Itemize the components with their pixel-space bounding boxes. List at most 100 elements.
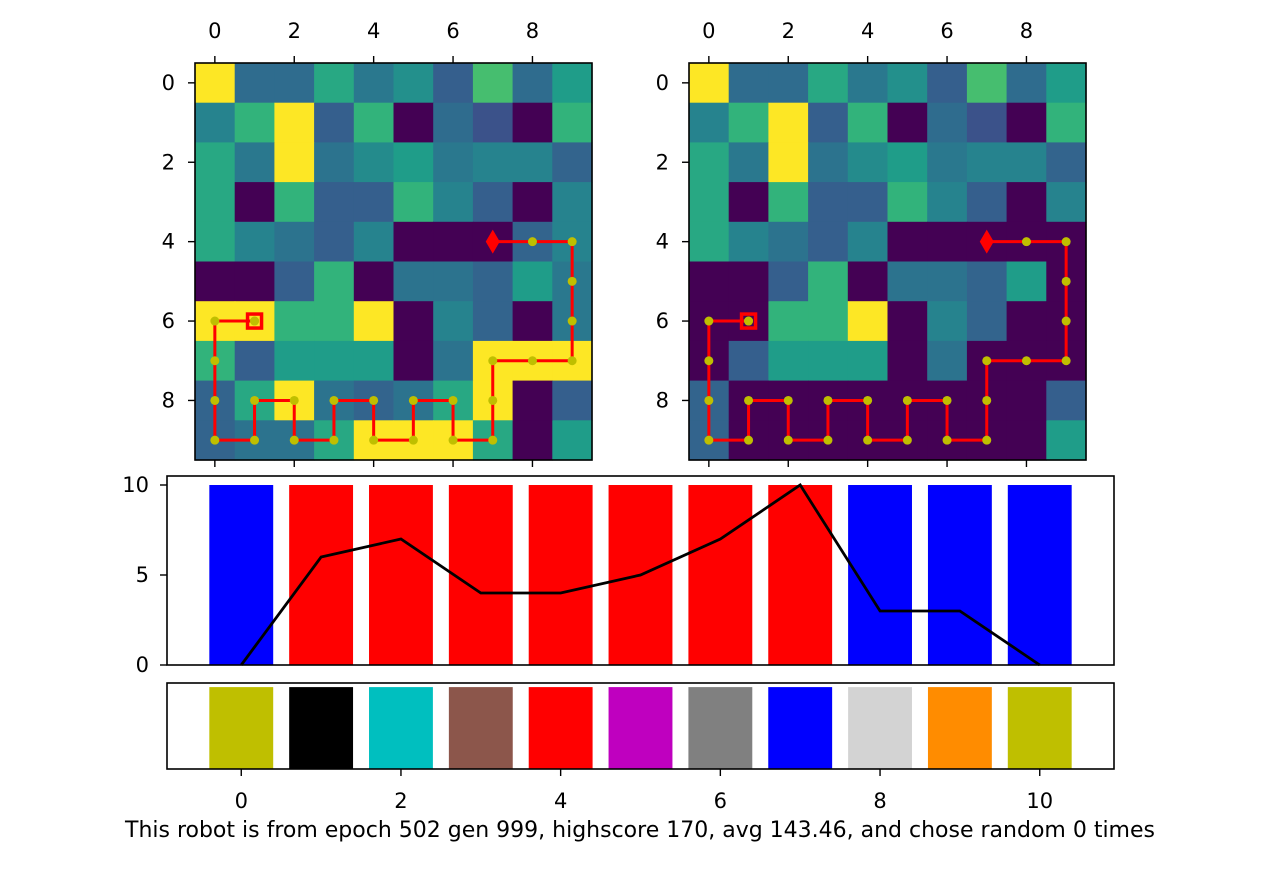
end-point — [744, 316, 754, 326]
bar — [608, 687, 673, 769]
heatmap-cell — [393, 301, 434, 342]
heatmap-cell — [195, 102, 236, 143]
heatmap-cell — [728, 63, 769, 104]
path-point — [527, 237, 537, 247]
x-tick-label: 2 — [288, 19, 301, 43]
path-point — [250, 395, 260, 405]
heatmap-cell — [1046, 182, 1087, 223]
path-point — [369, 435, 379, 445]
heatmap-cell — [393, 102, 434, 143]
bar — [209, 687, 274, 769]
heatmap-cell — [472, 142, 514, 183]
heatmap-cell — [234, 182, 275, 223]
heatmap-cell — [966, 142, 1008, 183]
path-point — [704, 395, 714, 405]
heatmap-cell — [808, 182, 849, 223]
x-tick-label: 8 — [873, 789, 886, 813]
path-point — [704, 435, 714, 445]
path-point — [567, 237, 577, 247]
heatmap-cell — [847, 63, 889, 104]
heatmap-cell — [927, 142, 968, 183]
path-point — [1061, 316, 1071, 326]
heatmap-cell — [808, 221, 849, 263]
bar — [289, 687, 354, 769]
heatmap-cell — [847, 221, 889, 263]
heatmap-cell — [887, 102, 928, 143]
heatmap-cell — [887, 221, 928, 263]
path-point — [369, 395, 379, 405]
path-point — [902, 395, 912, 405]
bar — [528, 687, 593, 769]
path-point — [942, 395, 952, 405]
heatmap-cell — [472, 102, 514, 143]
heatmap-cell — [728, 261, 769, 302]
heatmap-cell — [728, 102, 769, 143]
heatmap-cell — [274, 142, 315, 183]
heatmap-cell — [552, 420, 593, 461]
x-tick-label: 2 — [782, 19, 795, 43]
heatmap-cell — [689, 63, 730, 104]
heatmap-cell — [314, 182, 355, 223]
heatmap-cell — [728, 340, 769, 382]
heatmap-cell — [808, 142, 849, 183]
heatmap-cell — [512, 301, 553, 342]
end-marker — [739, 312, 758, 330]
x-tick-label: 8 — [1020, 19, 1033, 43]
bar — [369, 485, 433, 665]
heatmap-cell — [1006, 420, 1047, 461]
heatmap-cell — [433, 182, 474, 223]
heatmap-cell — [472, 63, 514, 104]
heatmap-cell — [512, 102, 553, 143]
path-point — [823, 435, 833, 445]
x-tick-label: 0 — [208, 19, 221, 43]
heatmap-cell — [768, 340, 809, 382]
path-point — [289, 435, 299, 445]
heatmap-cell — [472, 301, 514, 342]
figure-caption: This robot is from epoch 502 gen 999, hi… — [125, 818, 1155, 843]
path-point — [1061, 276, 1071, 286]
path-point — [488, 435, 498, 445]
bar — [768, 687, 833, 769]
bar — [768, 485, 833, 665]
x-tick-label: 6 — [714, 789, 727, 813]
axes-frame — [166, 682, 1115, 770]
start-marker — [979, 229, 994, 254]
heatmap-cell — [234, 340, 275, 382]
x-tick-label: 4 — [554, 789, 567, 813]
heatmap-cell — [512, 182, 553, 223]
y-tick-label: 0 — [656, 71, 669, 95]
heatmap-cell — [847, 142, 889, 183]
heatmap-cell — [1006, 102, 1047, 143]
heatmap-cell — [274, 340, 315, 382]
heatmap-cell — [1006, 142, 1047, 183]
bar — [209, 485, 274, 665]
bar — [1007, 687, 1072, 769]
heatmap-cell — [966, 261, 1008, 302]
end-point — [250, 316, 260, 326]
y-tick-label: 4 — [656, 230, 669, 254]
path-point — [567, 316, 577, 326]
path-point — [783, 435, 793, 445]
heatmap-cell — [927, 63, 968, 104]
y-tick-label: 2 — [656, 150, 669, 174]
path-point — [863, 395, 873, 405]
path-point — [982, 395, 992, 405]
path-point — [982, 356, 992, 366]
heatmap-cell — [927, 102, 968, 143]
bar — [448, 687, 513, 769]
heatmap-cell — [1046, 102, 1087, 143]
y-tick-label: 4 — [162, 230, 175, 254]
heatmap-cell — [274, 182, 315, 223]
heatmap-cell — [353, 182, 395, 223]
path-point — [210, 356, 220, 366]
bar-chart-middle: 0 5 10 — [122, 473, 1115, 677]
heatmap-cell — [433, 340, 474, 382]
heatmap-frame — [194, 62, 593, 461]
heatmap-cell — [353, 142, 395, 183]
heatmap-cell — [195, 142, 236, 183]
series-line — [240, 483, 1041, 667]
heatmap-cell — [808, 261, 849, 302]
path-point — [823, 395, 833, 405]
heatmap-cell — [887, 301, 928, 342]
heatmap-cell — [689, 102, 730, 143]
